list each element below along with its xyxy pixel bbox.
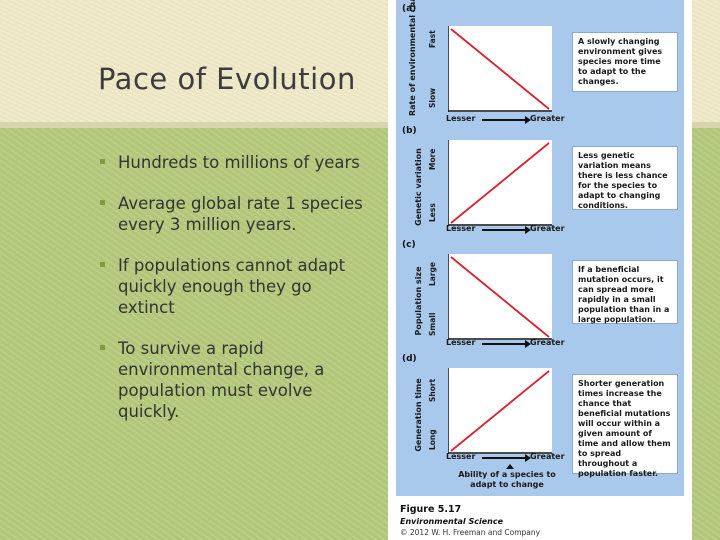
title-divider — [0, 122, 720, 128]
panel-letter: (c) — [402, 240, 416, 250]
x-low-label: Lesser — [446, 114, 476, 123]
trend-line — [450, 142, 550, 224]
x-arrowhead — [525, 116, 531, 124]
x-high-label: Greater — [530, 114, 565, 123]
panel-letter: (a) — [402, 4, 417, 14]
trend-line — [450, 256, 550, 338]
x-arrow — [482, 119, 528, 121]
bullet-list: Hundreds to millions of years Average gl… — [100, 152, 370, 442]
x-axis-title-text: Ability of a species to adapt to change — [458, 470, 556, 489]
bullet-marker — [100, 159, 105, 164]
bullet-item: Average global rate 1 species every 3 mi… — [100, 193, 370, 235]
panel-note: A slowly changing environment gives spec… — [572, 32, 678, 92]
plot-area — [448, 140, 552, 226]
x-arrow — [482, 457, 528, 459]
x-arrow — [482, 229, 528, 231]
trend-line — [450, 28, 550, 110]
y-high-label: Short — [428, 378, 437, 402]
figure-source-book: Environmental Science — [400, 517, 503, 526]
x-high-label: Greater — [530, 338, 565, 347]
x-high-label: Greater — [530, 224, 565, 233]
bullet-marker — [100, 200, 105, 205]
x-arrowhead — [525, 340, 531, 348]
bullet-item: If populations cannot adapt quickly enou… — [100, 255, 370, 318]
x-axis: Lesser Greater — [446, 224, 566, 236]
y-high-label: More — [428, 148, 437, 170]
panel-letter: (b) — [402, 126, 417, 136]
x-arrowhead — [525, 454, 531, 462]
x-arrowhead — [525, 226, 531, 234]
panel-note: If a beneficial mutation occurs, it can … — [572, 260, 678, 324]
bullet-marker — [100, 262, 105, 267]
trend-line — [450, 370, 550, 452]
x-axis: Lesser Greater — [446, 338, 566, 350]
up-arrow-icon — [506, 464, 514, 469]
plot-area — [448, 26, 552, 112]
trend-plot — [448, 26, 552, 112]
x-high-label: Greater — [530, 452, 565, 461]
y-low-label: Less — [428, 203, 437, 222]
x-low-label: Lesser — [446, 452, 476, 461]
figure-copyright: © 2012 W. H. Freeman and Company — [400, 528, 541, 537]
plot-area — [448, 254, 552, 340]
y-axis-label: Population size — [414, 266, 423, 336]
figure-5-17: (a) Rate of environmental change Fast Sl… — [388, 0, 692, 540]
bullet-text: Average global rate 1 species every 3 mi… — [118, 194, 363, 234]
x-low-label: Lesser — [446, 224, 476, 233]
y-low-label: Long — [428, 429, 437, 450]
bullet-marker — [100, 345, 105, 350]
y-low-label: Small — [428, 312, 437, 336]
panel-note: Shorter generation times increase the ch… — [572, 374, 678, 478]
x-arrow — [482, 343, 528, 345]
bullet-item: Hundreds to millions of years — [100, 152, 370, 173]
x-axis: Lesser Greater — [446, 452, 566, 464]
panel-note: Less genetic variation means there is le… — [572, 146, 678, 210]
trend-plot — [448, 368, 552, 454]
trend-plot — [448, 140, 552, 226]
plot-area — [448, 368, 552, 454]
panel-letter: (d) — [402, 354, 417, 364]
x-low-label: Lesser — [446, 338, 476, 347]
bullet-text: To survive a rapid environmental change,… — [118, 339, 325, 421]
figure-caption: Figure 5.17 — [400, 504, 462, 515]
x-axis: Lesser Greater — [446, 114, 566, 126]
y-axis-label: Rate of environmental change — [408, 0, 417, 116]
slide-title: Pace of Evolution — [98, 62, 356, 96]
bullet-item: To survive a rapid environmental change,… — [100, 338, 370, 422]
x-axis-title: Ability of a species to adapt to change — [452, 464, 562, 490]
y-axis-label: Genetic variation — [414, 148, 423, 226]
y-high-label: Large — [428, 262, 437, 286]
y-axis-label: Generation time — [414, 378, 423, 452]
y-high-label: Fast — [428, 30, 437, 48]
y-low-label: Slow — [428, 87, 437, 108]
trend-plot — [448, 254, 552, 340]
bullet-text: If populations cannot adapt quickly enou… — [118, 256, 346, 317]
bullet-text: Hundreds to millions of years — [118, 153, 360, 172]
